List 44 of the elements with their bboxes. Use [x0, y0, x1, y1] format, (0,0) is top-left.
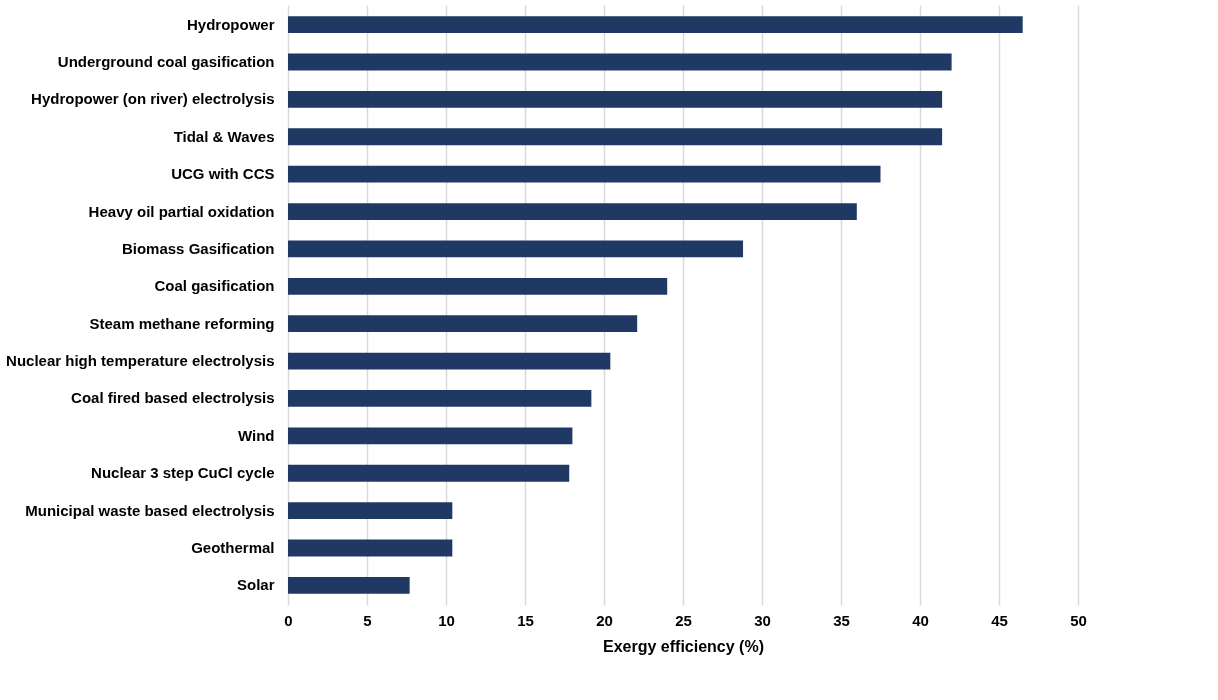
y-tick-label: Coal fired based electrolysis — [71, 389, 275, 407]
y-tick-label: Hydropower (on river) electrolysis — [31, 90, 275, 108]
bar — [288, 90, 943, 108]
x-tick-label: 0 — [284, 611, 293, 629]
x-tick-label: 50 — [1070, 611, 1087, 629]
y-tick-label: Tidal & Waves — [173, 127, 275, 145]
bar — [288, 53, 952, 71]
y-tick-label: Underground coal gasification — [57, 53, 275, 71]
y-tick-label: Wind — [237, 426, 275, 444]
bar — [288, 427, 573, 445]
bar — [288, 576, 410, 594]
bar — [288, 203, 857, 220]
bar — [288, 539, 453, 557]
bar — [288, 390, 592, 407]
x-axis-title: Exergy efficiency (%) — [603, 637, 764, 655]
y-tick-label: Geothermal — [191, 538, 275, 556]
x-tick-label: 25 — [675, 611, 692, 629]
y-tick-label: Solar — [236, 576, 275, 594]
bar — [288, 315, 638, 333]
bar — [288, 277, 668, 295]
bar — [288, 16, 1023, 34]
x-tick-label: 30 — [754, 611, 771, 629]
x-tick-label: 10 — [438, 611, 455, 629]
x-tick-label: 45 — [991, 611, 1008, 629]
bar — [288, 240, 744, 258]
x-tick-label: 40 — [912, 611, 929, 629]
bar — [288, 464, 570, 482]
bar — [288, 502, 453, 520]
y-tick-label: Steam methane reforming — [89, 314, 275, 332]
bar — [288, 128, 943, 146]
x-tick-label: 20 — [596, 611, 613, 629]
y-tick-label: Hydropower — [186, 15, 275, 33]
y-tick-label: Nuclear high temperature electrolysis — [6, 352, 275, 370]
bar — [288, 352, 611, 370]
y-tick-label: UCG with CCS — [171, 165, 275, 183]
x-tick-label: 35 — [833, 611, 850, 629]
y-tick-label: Biomass Gasification — [121, 239, 275, 257]
y-tick-label: Nuclear 3 step CuCl cycle — [91, 464, 275, 482]
y-tick-label: Coal gasification — [154, 277, 275, 295]
x-tick-label: 15 — [517, 611, 534, 629]
y-tick-label: Municipal waste based electrolysis — [25, 501, 275, 519]
bar — [288, 165, 881, 183]
y-tick-label: Heavy oil partial oxidation — [88, 202, 275, 220]
x-tick-label: 5 — [363, 611, 372, 629]
